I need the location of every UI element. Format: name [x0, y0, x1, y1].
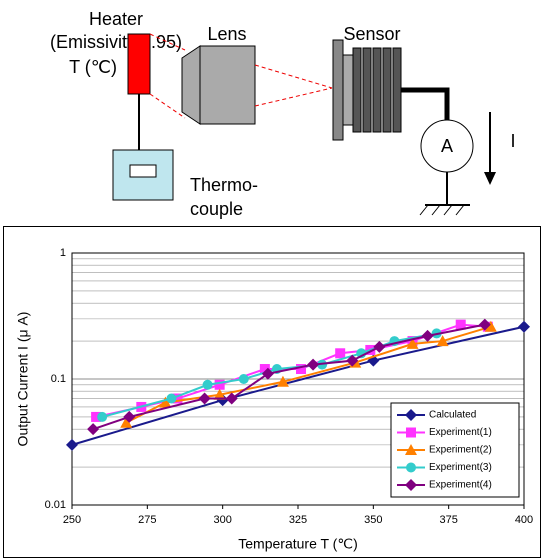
chart: 0.01 0.1 1 250 275 300 325 350 375 400 Temperature… [15, 247, 533, 552]
sensor-part [342, 54, 354, 126]
marker [91, 411, 102, 422]
fin [392, 47, 402, 133]
marker [87, 423, 100, 436]
x-tick-label: 375 [439, 514, 457, 526]
marker [455, 319, 466, 330]
sensor-plate [332, 39, 344, 141]
heater [127, 33, 151, 95]
marker [213, 388, 226, 400]
marker [66, 438, 78, 451]
marker [405, 479, 417, 491]
label: couple [190, 199, 243, 219]
marker [259, 364, 270, 375]
y-axis-label: Output Current I (μ A) [15, 312, 31, 447]
label: I [510, 131, 515, 151]
marker [405, 444, 417, 455]
series-line [71, 325, 525, 446]
diagram: Heater (Emissivity:0.95) T (℃) Thermo- c… [50, 9, 516, 219]
legend-label: Experiment(1) [429, 427, 492, 438]
label: (Emissivity:0.95) [50, 32, 182, 52]
chart-frame [3, 226, 541, 558]
ground [419, 204, 465, 216]
lens-front [181, 45, 201, 125]
series-line [92, 323, 486, 431]
marker [346, 354, 359, 367]
marker [421, 329, 434, 342]
label: Thermo- [190, 175, 258, 195]
marker [406, 462, 416, 473]
x-tick-label: 275 [138, 514, 156, 526]
marker [406, 337, 419, 349]
fin [382, 47, 392, 133]
marker [406, 427, 416, 438]
marker [120, 416, 133, 428]
legend-label: Experiment(3) [429, 462, 492, 473]
marker [172, 393, 183, 404]
arrow-head [484, 172, 496, 185]
fin [352, 47, 362, 133]
marker [214, 379, 225, 390]
marker [518, 320, 530, 333]
x-tick-label: 325 [289, 514, 307, 526]
legend-label: Calculated [429, 410, 476, 421]
marker [261, 367, 274, 380]
marker [123, 410, 136, 423]
x-tick-label: 400 [515, 514, 533, 526]
y-tick-label: 1 [60, 247, 66, 259]
y-tick-label: 0.01 [45, 499, 66, 511]
thermocouple-window [129, 164, 157, 178]
x-tick-label: 350 [364, 514, 382, 526]
wire [401, 87, 450, 120]
label: A [441, 136, 453, 156]
fin [362, 47, 372, 133]
marker [335, 348, 346, 359]
ray [149, 93, 186, 119]
marker [478, 318, 491, 331]
ray [254, 87, 333, 107]
label: Lens [207, 24, 246, 44]
legend-label: Experiment(4) [429, 480, 492, 491]
x-axis-label: Temperature T (℃) [238, 536, 357, 552]
ray [254, 64, 333, 89]
marker [202, 379, 213, 390]
plot-area [71, 252, 525, 506]
marker [238, 374, 249, 384]
marker [405, 409, 417, 421]
y-tick-label: 0.1 [51, 373, 66, 385]
label: Heater [89, 9, 143, 29]
lens-body [199, 45, 256, 125]
marker [159, 396, 172, 408]
marker [484, 320, 497, 332]
fin [372, 47, 382, 133]
legend-label: Experiment(2) [429, 445, 492, 456]
marker [97, 411, 108, 422]
x-tick-label: 250 [63, 514, 81, 526]
marker [276, 375, 289, 387]
marker [225, 392, 238, 405]
x-tick-label: 300 [213, 514, 231, 526]
marker [307, 358, 320, 371]
marker [166, 393, 177, 404]
marker [436, 335, 449, 347]
marker [198, 392, 211, 405]
label: Sensor [343, 24, 400, 44]
label: T (℃) [69, 57, 117, 77]
marker [373, 340, 386, 353]
marker [296, 364, 307, 375]
